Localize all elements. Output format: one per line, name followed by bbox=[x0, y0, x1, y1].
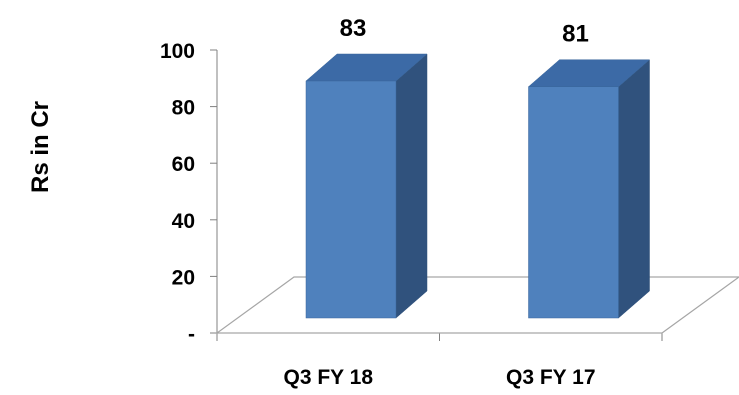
y-tick-label: 40 bbox=[172, 210, 195, 233]
chart-floor-outline bbox=[215, 276, 739, 334]
x-tick-label: Q3 FY 18 bbox=[284, 366, 374, 389]
bar-front-face bbox=[528, 86, 619, 319]
bars-layer bbox=[305, 53, 651, 319]
labels-layer: 83 Q3 FY 18 81 Q3 FY 17 bbox=[284, 15, 596, 389]
bar-side-face bbox=[618, 59, 650, 319]
y-tick-label: 60 bbox=[172, 153, 195, 176]
y-tick-label: 80 bbox=[172, 97, 195, 120]
data-label: 83 bbox=[340, 15, 367, 42]
y-tick-label: - bbox=[188, 323, 195, 346]
data-label: 81 bbox=[562, 21, 589, 48]
y-axis-title: Rs in Cr bbox=[27, 101, 54, 193]
bar-front-face bbox=[305, 80, 397, 319]
bar-side-face bbox=[395, 53, 428, 319]
bar-2 bbox=[527, 59, 651, 319]
y-tick-label: 100 bbox=[160, 40, 195, 63]
x-tick-label: Q3 FY 17 bbox=[506, 366, 596, 389]
chart-floor bbox=[215, 276, 739, 334]
bar-1 bbox=[305, 53, 428, 319]
y-tick-label: 20 bbox=[172, 266, 195, 289]
